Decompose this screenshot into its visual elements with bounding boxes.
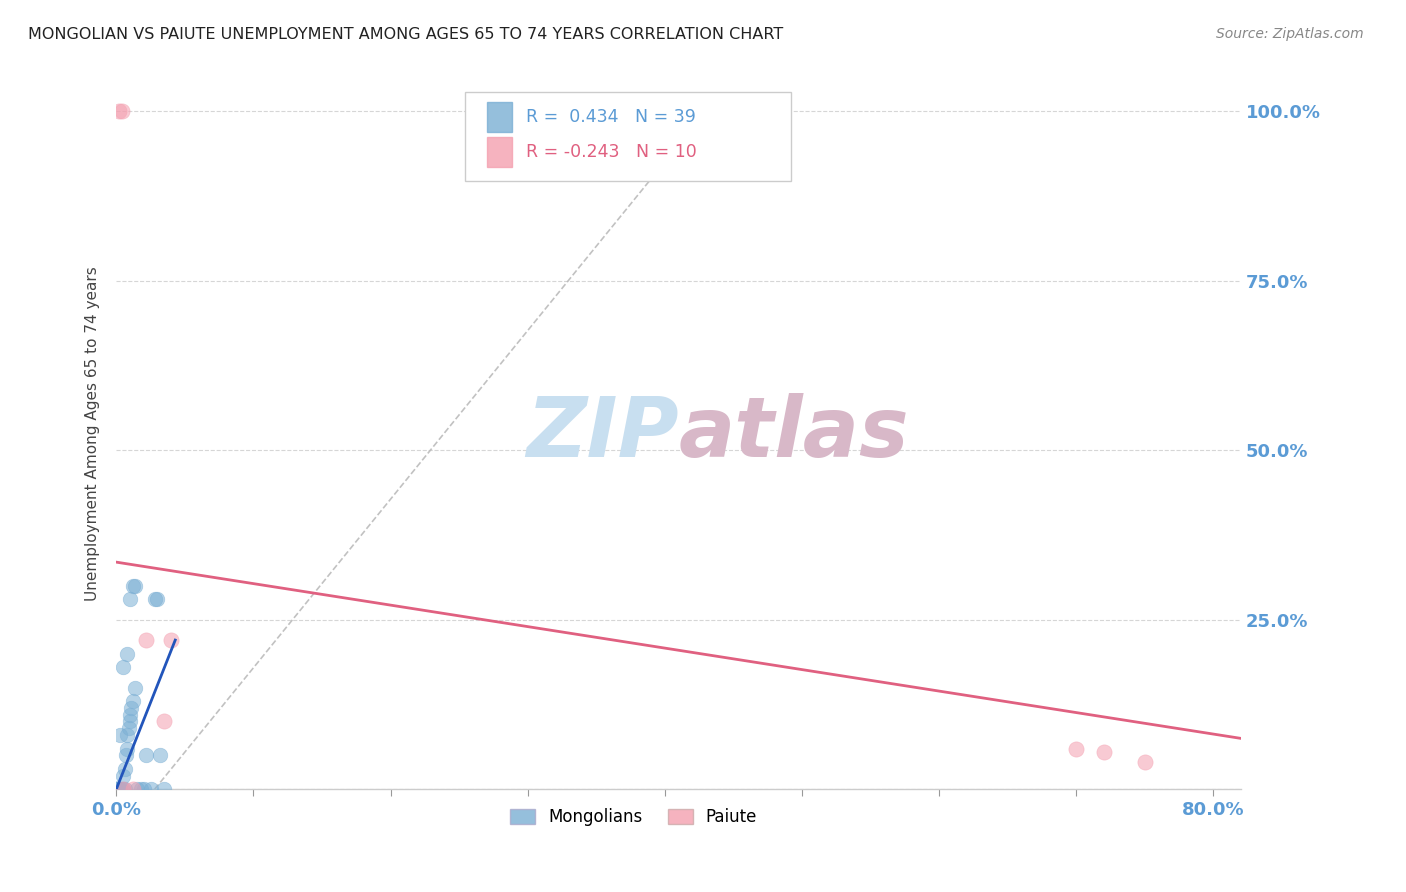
Point: [1064, 741, 1087, 756]
Text: Source: ZipAtlas.com: Source: ZipAtlas.com: [1216, 27, 1364, 41]
Point: [1133, 755, 1156, 769]
Point: [110, 728, 132, 742]
Point: [105, 782, 128, 797]
FancyBboxPatch shape: [488, 137, 512, 167]
FancyBboxPatch shape: [465, 92, 792, 181]
Point: [114, 782, 136, 797]
Point: [108, 782, 131, 797]
Point: [112, 660, 135, 674]
Point: [153, 782, 176, 797]
Text: R =  0.434   N = 39: R = 0.434 N = 39: [526, 108, 696, 126]
Point: [105, 782, 128, 797]
Point: [146, 592, 169, 607]
Point: [105, 782, 128, 797]
Point: [139, 782, 162, 797]
Point: [143, 592, 166, 607]
Point: [121, 782, 143, 797]
Point: [110, 782, 132, 797]
Point: [125, 782, 148, 797]
Point: [124, 681, 146, 695]
Point: [105, 782, 128, 797]
Point: [115, 748, 138, 763]
Point: [108, 104, 131, 119]
Point: [117, 728, 139, 742]
Y-axis label: Unemployment Among Ages 65 to 74 years: Unemployment Among Ages 65 to 74 years: [86, 266, 100, 600]
Point: [111, 104, 134, 119]
Point: [118, 707, 141, 722]
Point: [124, 579, 146, 593]
Text: MONGOLIAN VS PAIUTE UNEMPLOYMENT AMONG AGES 65 TO 74 YEARS CORRELATION CHART: MONGOLIAN VS PAIUTE UNEMPLOYMENT AMONG A…: [28, 27, 783, 42]
Point: [105, 782, 128, 797]
Text: atlas: atlas: [679, 392, 910, 474]
Point: [135, 748, 157, 763]
FancyBboxPatch shape: [488, 102, 512, 131]
Point: [105, 782, 128, 797]
Point: [160, 633, 183, 648]
Point: [120, 701, 142, 715]
Point: [118, 592, 141, 607]
Point: [1092, 745, 1115, 759]
Point: [132, 782, 155, 797]
Point: [111, 782, 134, 797]
Point: [118, 714, 141, 729]
Point: [112, 769, 135, 783]
Point: [129, 782, 152, 797]
Point: [121, 579, 143, 593]
Text: ZIP: ZIP: [526, 392, 679, 474]
Point: [112, 782, 135, 797]
Point: [105, 782, 128, 797]
Point: [117, 741, 139, 756]
Point: [153, 714, 176, 729]
Point: [117, 721, 139, 735]
Legend: Mongolians, Paiute: Mongolians, Paiute: [502, 799, 765, 834]
Point: [105, 782, 128, 797]
Point: [112, 782, 135, 797]
Point: [135, 633, 157, 648]
Point: [117, 647, 139, 661]
Point: [121, 694, 143, 708]
Point: [114, 762, 136, 776]
Point: [149, 748, 172, 763]
Text: R = -0.243   N = 10: R = -0.243 N = 10: [526, 144, 696, 161]
